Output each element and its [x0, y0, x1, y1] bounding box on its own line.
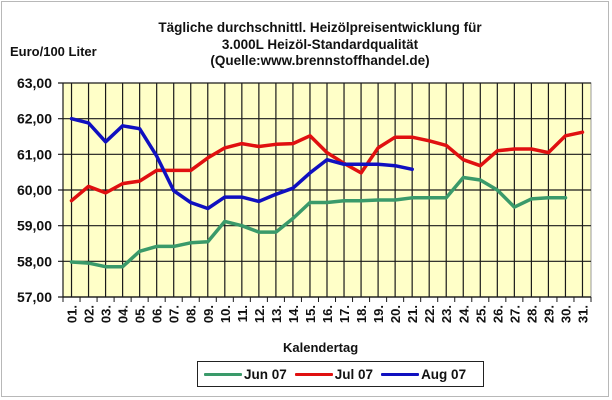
- x-tick-label: 18.: [354, 305, 369, 323]
- x-tick-label: 14.: [286, 305, 301, 323]
- legend-label-jun: Jun 07: [244, 366, 287, 382]
- legend-swatch-jun: [204, 372, 242, 376]
- x-tick-label: 31.: [575, 305, 590, 323]
- x-tick-label: 16.: [320, 305, 335, 323]
- y-axis-label: Euro/100 Liter: [10, 44, 97, 59]
- x-tick-label: 25.: [473, 305, 488, 323]
- x-tick-label: 03.: [99, 305, 114, 323]
- y-tick-label: 57,00: [17, 289, 52, 305]
- x-tick-label: 19.: [371, 305, 386, 323]
- x-axis-ticks: 01. 02. 03. 04. 05. 06. 07. 08. 09. 10. 11. 12. 13. 1…: [65, 305, 591, 323]
- x-tick-label: 08.: [184, 305, 199, 323]
- title-line-2: 3.000L Heizöl-Standardqualität: [221, 36, 419, 52]
- x-tick-label: 04.: [116, 305, 131, 323]
- y-axis-ticks: 57,00 58,00 59,00 60,00 61,00 62,00 63,00: [17, 75, 52, 305]
- x-tick-label: 09.: [201, 305, 216, 323]
- legend-swatch-jul: [294, 372, 333, 376]
- x-tick-label: 29.: [541, 305, 556, 323]
- y-tick-label: 63,00: [17, 75, 52, 91]
- x-tick-label: 01.: [65, 305, 80, 323]
- x-tick-label: 02.: [82, 305, 97, 323]
- legend-label-jul: Jul 07: [334, 366, 374, 382]
- gridlines: [58, 82, 592, 302]
- x-tick-label: 13.: [269, 305, 284, 323]
- series-line-jun-07: [69, 175, 568, 269]
- legend-item-jul: Jul 07: [294, 366, 374, 382]
- y-tick-label: 62,00: [17, 111, 52, 127]
- x-tick-label: 22.: [422, 305, 437, 323]
- legend-label-aug: Aug 07: [421, 366, 467, 382]
- x-tick-label: 17.: [337, 305, 352, 323]
- x-tick-label: 15.: [303, 305, 318, 323]
- x-axis-label: Kalendertag: [283, 340, 359, 355]
- x-tick-label: 20.: [388, 305, 403, 323]
- legend-swatch-aug: [381, 372, 420, 376]
- chart-title: Tägliche durchschnittl. Heizölpreisentwi…: [110, 20, 530, 70]
- x-tick-label: 26.: [490, 305, 505, 323]
- y-tick-label: 59,00: [17, 218, 52, 234]
- legend: Jun 07 Jul 07 Aug 07: [197, 361, 484, 387]
- x-tick-label: 30.: [558, 305, 573, 323]
- y-tick-label: 61,00: [17, 146, 52, 162]
- x-tick-label: 06.: [150, 305, 165, 323]
- x-tick-label: 28.: [524, 305, 539, 323]
- x-tick-label: 10.: [218, 305, 233, 323]
- title-line-3: (Quelle:www.brennstoffhandel.de): [210, 53, 430, 68]
- title-line-1: Tägliche durchschnittl. Heizölpreisentwi…: [158, 20, 482, 35]
- x-tick-label: 24.: [456, 305, 471, 323]
- y-tick-label: 60,00: [17, 182, 52, 198]
- x-tick-label: 27.: [507, 305, 522, 323]
- series-line-jul-07: [69, 130, 585, 203]
- x-tick-label: 21.: [405, 305, 420, 323]
- x-tick-label: 05.: [133, 305, 148, 323]
- x-tick-label: 23.: [439, 305, 454, 323]
- x-tick-label: 07.: [167, 305, 182, 323]
- series-line-aug-07: [69, 116, 414, 211]
- legend-item-jun: Jun 07: [204, 367, 287, 382]
- legend-item-aug: Aug 07: [381, 367, 466, 382]
- x-tick-label: 12.: [252, 305, 267, 323]
- y-tick-label: 58,00: [17, 253, 52, 269]
- data-series: [69, 116, 585, 269]
- x-tick-label: 11.: [235, 305, 250, 322]
